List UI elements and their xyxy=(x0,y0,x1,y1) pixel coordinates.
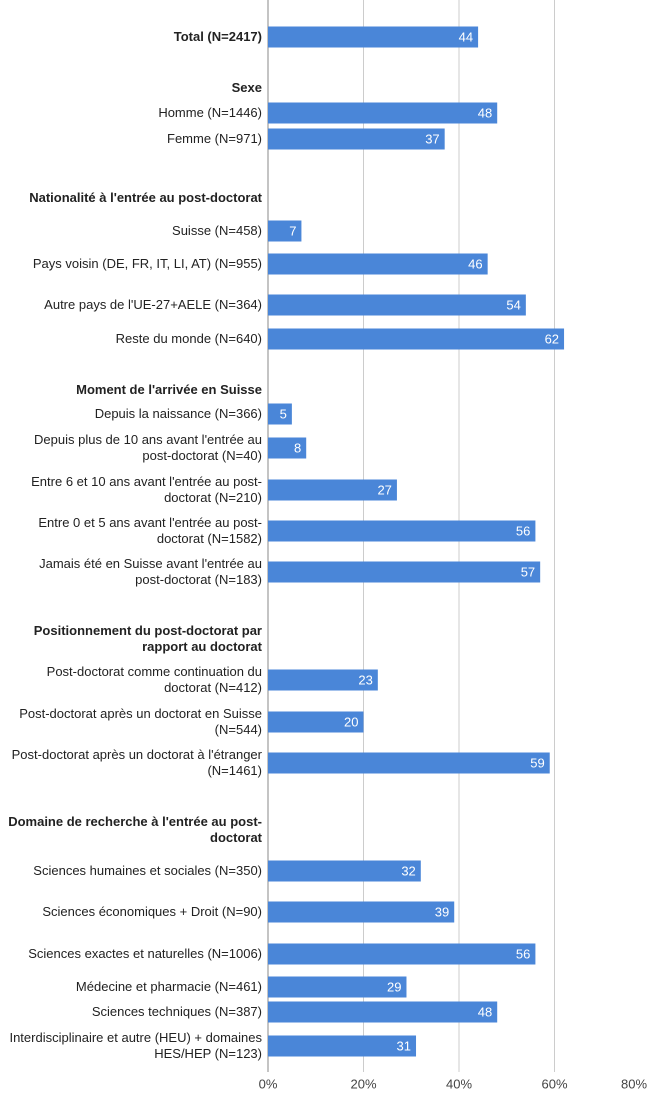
value-label: 23 xyxy=(358,672,372,687)
value-label: 37 xyxy=(425,131,439,146)
y-tick-label: Médecine et pharmacie (N=461) xyxy=(75,979,262,994)
value-label: 46 xyxy=(468,256,482,271)
value-label: 31 xyxy=(397,1038,411,1053)
y-tick-label: Sciences humaines et sociales (N=350) xyxy=(33,863,262,878)
bar xyxy=(268,943,536,965)
bar xyxy=(268,403,292,425)
bar xyxy=(268,437,307,459)
y-tick-label: Pays voisin (DE, FR, IT, LI, AT) (N=955) xyxy=(32,256,262,271)
bar xyxy=(268,520,536,542)
bar xyxy=(268,294,526,316)
value-label: 57 xyxy=(521,564,535,579)
bar xyxy=(268,253,488,275)
bar xyxy=(268,752,550,774)
bar xyxy=(268,561,541,583)
value-label: 39 xyxy=(435,904,449,919)
y-tick-label: Entre 0 et 5 ans avant l'entrée au post-… xyxy=(38,515,262,546)
y-tick-label: Depuis la naissance (N=366) xyxy=(94,406,262,421)
value-label: 44 xyxy=(459,29,473,44)
bar xyxy=(268,479,397,501)
y-tick-label: Sciences techniques (N=387) xyxy=(91,1004,262,1019)
y-tick-label: Interdisciplinaire et autre (HEU) + doma… xyxy=(9,1030,262,1061)
bar xyxy=(268,220,302,242)
y-tick-label: Sciences économiques + Droit (N=90) xyxy=(42,904,262,919)
y-tick-label: Total (N=2417) xyxy=(173,29,262,44)
value-label: 7 xyxy=(289,223,296,238)
bar xyxy=(268,901,455,923)
y-tick-label: Post-doctorat après un doctorat à l'étra… xyxy=(11,747,262,778)
value-label: 48 xyxy=(478,105,492,120)
value-label: 59 xyxy=(530,755,544,770)
y-tick-label: Reste du monde (N=640) xyxy=(115,331,262,346)
value-label: 27 xyxy=(377,482,391,497)
group-header: Moment de l'arrivée en Suisse xyxy=(76,382,262,397)
bar xyxy=(268,26,479,48)
bar xyxy=(268,1001,498,1023)
value-label: 56 xyxy=(516,523,530,538)
value-label: 54 xyxy=(506,297,520,312)
y-tick-label: Entre 6 et 10 ans avant l'entrée au post… xyxy=(31,474,262,505)
value-label: 48 xyxy=(478,1004,492,1019)
y-tick-label: Homme (N=1446) xyxy=(158,105,262,120)
y-tick-label: Femme (N=971) xyxy=(167,131,262,146)
value-label: 29 xyxy=(387,979,401,994)
group-header: Domaine de recherche à l'entrée au post-… xyxy=(8,814,262,845)
value-label: 5 xyxy=(280,406,287,421)
y-tick-label: Sciences exactes et naturelles (N=1006) xyxy=(28,946,262,961)
y-tick-label: Jamais été en Suisse avant l'entrée au p… xyxy=(39,556,262,587)
bar xyxy=(268,128,445,150)
group-header: Positionnement du post-doctorat par rapp… xyxy=(33,623,262,654)
y-tick-label: Depuis plus de 10 ans avant l'entrée au … xyxy=(34,432,262,463)
y-tick-label: Suisse (N=458) xyxy=(172,223,262,238)
x-tick-label: 80% xyxy=(621,1076,647,1091)
group-header: Sexe xyxy=(231,80,262,95)
value-label: 56 xyxy=(516,946,530,961)
bar xyxy=(268,976,407,998)
bar xyxy=(268,711,364,733)
bar xyxy=(268,1035,417,1057)
x-tick-label: 40% xyxy=(446,1076,472,1091)
value-label: 32 xyxy=(401,863,415,878)
value-label: 62 xyxy=(545,331,559,346)
bar xyxy=(268,860,421,882)
value-label: 20 xyxy=(344,714,358,729)
y-tick-label: Post-doctorat comme continuation du doct… xyxy=(46,664,262,695)
y-tick-label: Autre pays de l'UE-27+AELE (N=364) xyxy=(44,297,262,312)
bar xyxy=(268,328,565,350)
x-tick-label: 20% xyxy=(350,1076,376,1091)
x-tick-label: 60% xyxy=(541,1076,567,1091)
y-tick-label: Post-doctorat après un doctorat en Suiss… xyxy=(19,706,262,737)
x-tick-label: 0% xyxy=(259,1076,278,1091)
bar xyxy=(268,102,498,124)
group-header: Nationalité à l'entrée au post-doctorat xyxy=(29,190,262,205)
value-label: 8 xyxy=(294,440,301,455)
bar xyxy=(268,669,378,691)
